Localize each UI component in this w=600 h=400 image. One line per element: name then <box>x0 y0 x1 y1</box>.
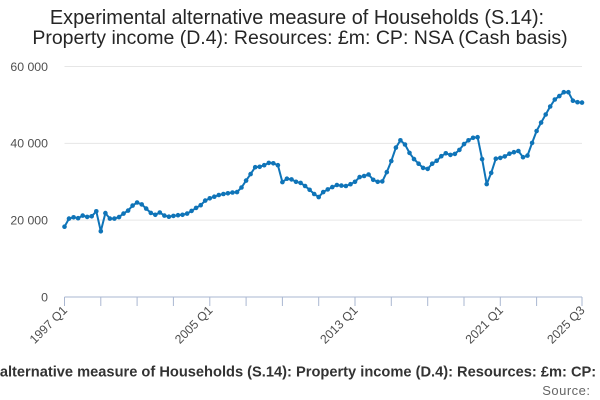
svg-text:Experimental alternative measu: Experimental alternative measure of Hous… <box>50 7 544 29</box>
svg-text:20 000: 20 000 <box>10 214 48 228</box>
svg-text:1997 Q1: 1997 Q1 <box>27 303 70 346</box>
svg-text:Experimental alternative measu: Experimental alternative measure of Hous… <box>0 364 600 380</box>
svg-text:2025 Q3: 2025 Q3 <box>544 303 587 346</box>
svg-text:2021 Q1: 2021 Q1 <box>463 303 506 346</box>
svg-text:Source:: Source: <box>542 383 590 398</box>
svg-text:0: 0 <box>41 290 48 304</box>
svg-text:40 000: 40 000 <box>10 137 48 151</box>
svg-text:2013 Q1: 2013 Q1 <box>317 303 360 346</box>
svg-text:2005 Q1: 2005 Q1 <box>172 303 215 346</box>
svg-text:60 000: 60 000 <box>10 60 48 74</box>
svg-text:Property income (D.4): Resourc: Property income (D.4): Resources: £m: CP… <box>32 27 567 49</box>
